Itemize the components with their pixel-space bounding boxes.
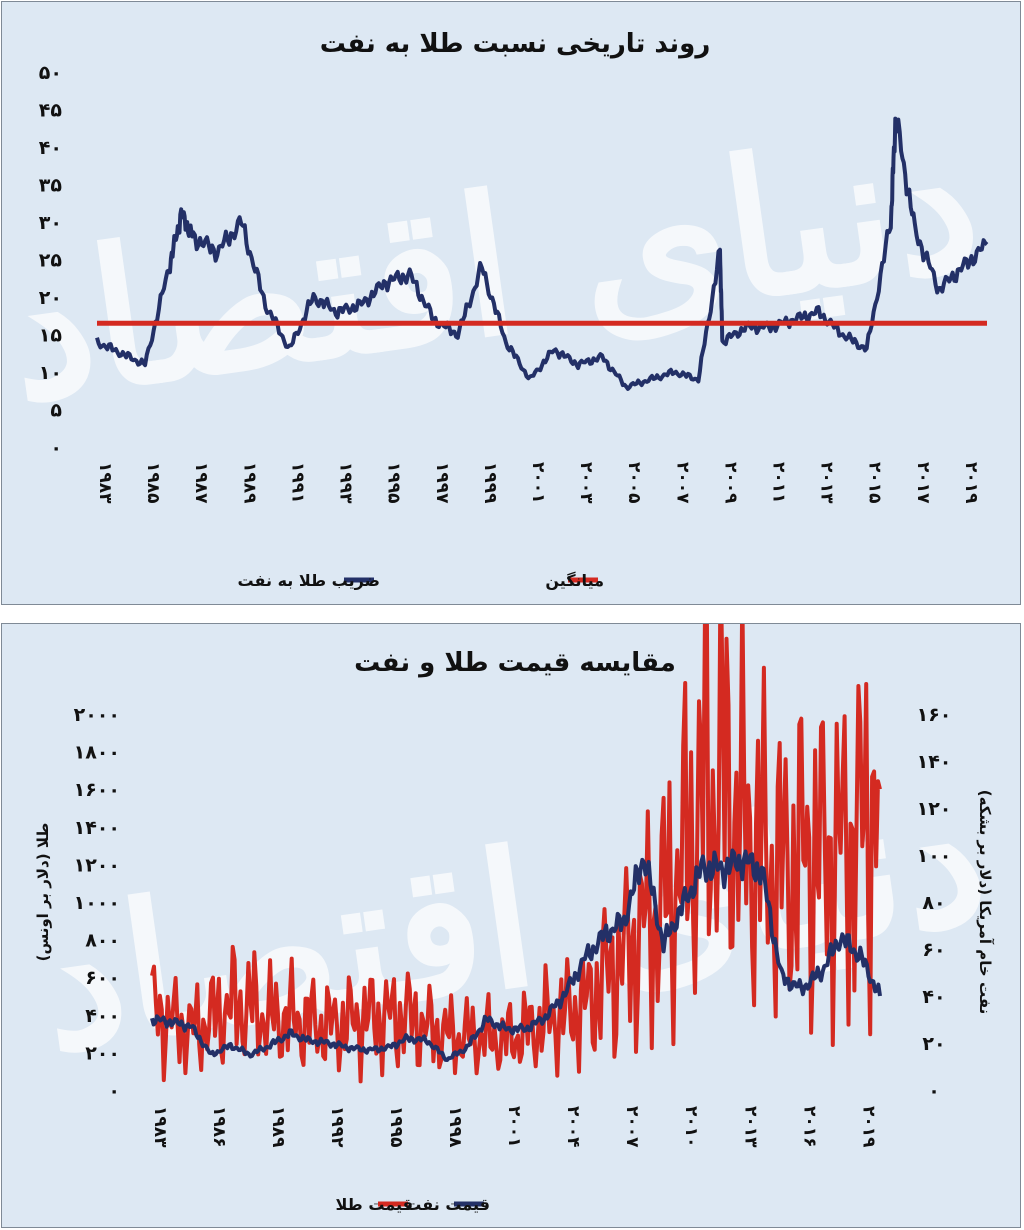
- series-ratio-line: [95, 116, 989, 391]
- x-tick-label: ۱۹۹۲: [327, 1106, 347, 1148]
- right-axis-label: نفت خام آمریکا (دلار بر بشکه): [976, 790, 994, 1015]
- x-axis-ticks: ۱۹۸۳ ۱۹۸۶ ۱۹۸۹ ۱۹۹۲ ۱۹۹۵ ۱۹۹۸ ۲۰۰۱ ۲۰۰۴ ۲۰۰۷ ۲۰۱۰…: [150, 1106, 878, 1148]
- x-tick-label: ۱۹۸۳: [95, 462, 115, 504]
- x-tick-label: ۲۰۰۱: [504, 1106, 524, 1148]
- legend-average-label: میانگین: [545, 571, 604, 590]
- x-tick-label: ۱۹۸۹: [239, 462, 259, 504]
- x-tick-label: ۲۰۰۹: [720, 462, 740, 504]
- x-tick-label: ۲۰۱۶: [799, 1106, 819, 1148]
- y-tick-label: ۳۰: [39, 212, 62, 234]
- legend-gold-label: قیمت طلا: [336, 1195, 413, 1214]
- y-tick-label: ۰: [50, 437, 62, 459]
- y-tick-label: ۴۵: [39, 100, 63, 122]
- x-tick-label: ۱۹۸۳: [150, 1106, 170, 1148]
- gold-vs-oil-price-chart-panel: مقایسه قیمت طلا و نفت دنیای اقتصاد ۰ ۲۰۰ ۴…: [1, 623, 1021, 1228]
- x-tick-label: ۱۹۸۹: [268, 1106, 288, 1148]
- right-y-axis-ticks: ۰ ۲۰ ۴۰ ۶۰ ۸۰ ۱۰۰ ۱۲۰ ۱۴۰ ۱۶۰: [917, 704, 952, 1102]
- gold-oil-ratio-chart: روند تاریخی نسبت طلا به نفت دنیای اقتصاد…: [2, 29, 991, 590]
- x-tick-label: ۲۰۱۳: [740, 1106, 760, 1148]
- y2-tick-label: ۱۶۰: [917, 704, 952, 726]
- x-tick-label: ۲۰۱۷: [913, 462, 933, 504]
- legend-oil-label: قیمت نفت: [405, 1195, 490, 1214]
- x-axis-ticks: ۱۹۸۳ ۱۹۸۵ ۱۹۸۷ ۱۹۸۹ ۱۹۹۱ ۱۹۹۳ ۱۹۹۵ ۱۹۹۷ ۱۹۹۹ ۲۰۰۱…: [95, 462, 981, 504]
- plot-lines: [95, 116, 989, 391]
- x-tick-label: ۲۰۱۰: [681, 1106, 701, 1148]
- x-tick-label: ۱۹۸۷: [191, 462, 211, 504]
- y-tick-label: ۲۰۰۰: [74, 704, 120, 726]
- x-tick-label: ۲۰۱۱: [769, 462, 789, 504]
- x-tick-label: ۲۰۰۴: [563, 1106, 583, 1148]
- y-axis-ticks: ۰ ۵ ۱۰ ۱۵ ۲۰ ۲۵ ۳۰ ۳۵ ۴۰ ۴۵ ۵۰: [39, 62, 63, 459]
- y-tick-label: ۵: [50, 400, 62, 422]
- y-tick-label: ۱۸۰۰: [74, 742, 120, 764]
- y2-tick-label: ۱۴۰: [917, 751, 952, 773]
- chart-title: مقایسه قیمت طلا و نفت: [354, 648, 676, 678]
- watermark-text: دنیای اقتصاد: [2, 88, 991, 445]
- x-tick-label: ۱۹۹۵: [384, 462, 404, 504]
- x-tick-label: ۱۹۹۹: [480, 462, 500, 504]
- y2-tick-label: ۲۰: [922, 1033, 945, 1055]
- y-tick-label: ۱۰۰۰: [74, 892, 120, 914]
- x-tick-label: ۲۰۰۳: [576, 462, 596, 504]
- x-tick-label: ۲۰۰۱: [528, 462, 548, 504]
- y2-tick-label: ۰: [928, 1080, 940, 1102]
- y-tick-label: ۰: [108, 1080, 120, 1102]
- y-tick-label: ۲۰: [39, 287, 62, 309]
- y-tick-label: ۸۰۰: [85, 930, 120, 952]
- y-tick-label: ۲۰۰: [85, 1042, 120, 1064]
- plot-lines: [150, 624, 882, 1084]
- y-tick-label: ۴۰۰: [85, 1005, 120, 1027]
- x-tick-label: ۲۰۰۷: [622, 1106, 642, 1148]
- watermark: دنیای اقتصاد: [2, 88, 991, 445]
- y-tick-label: ۱۴۰۰: [74, 817, 120, 839]
- y-tick-label: ۳۵: [39, 175, 63, 197]
- y-tick-label: ۱۰: [39, 362, 62, 384]
- x-tick-label: ۲۰۱۳: [817, 462, 837, 504]
- x-tick-label: ۱۹۹۵: [386, 1106, 406, 1148]
- y2-tick-label: ۸۰: [922, 892, 945, 914]
- x-tick-label: ۲۰۱۹: [961, 462, 981, 504]
- legend: ضریب طلا به نفت میانگین: [238, 571, 604, 590]
- x-tick-label: ۱۹۸۵: [143, 462, 163, 504]
- legend: قیمت نفت قیمت طلا: [336, 1195, 490, 1214]
- x-tick-label: ۲۰۱۹: [858, 1106, 878, 1148]
- x-tick-label: ۱۹۹۸: [445, 1106, 465, 1148]
- y-tick-label: ۱۶۰۰: [74, 779, 120, 801]
- gold-vs-oil-price-chart: مقایسه قیمت طلا و نفت دنیای اقتصاد ۰۲۰۰۴…: [27, 624, 999, 1214]
- y-tick-label: ۲۵: [39, 250, 63, 272]
- y2-tick-label: ۶۰: [922, 939, 945, 961]
- series-gold-line: [150, 624, 882, 1084]
- series-oil-line: [150, 848, 882, 1062]
- legend-ratio-label: ضریب طلا به نفت: [238, 571, 380, 590]
- x-tick-label: ۱۹۹۳: [336, 462, 356, 504]
- y-tick-label: ۱۵: [39, 325, 63, 347]
- x-tick-label: ۲۰۰۵: [624, 462, 644, 504]
- x-tick-label: ۱۹۹۱: [287, 462, 307, 504]
- y-tick-label: ۵۰: [39, 62, 62, 84]
- x-tick-label: ۲۰۰۷: [672, 462, 692, 504]
- left-y-axis-ticks: ۰ ۲۰۰ ۴۰۰ ۶۰۰ ۸۰۰ ۱۰۰۰ ۱۲۰۰ ۱۴۰۰ ۱۶۰۰ ۱۸۰۰ ۲۰۰۰: [74, 704, 120, 1102]
- y2-tick-label: ۱۰۰: [917, 845, 952, 867]
- left-axis-label: طلا (دلار بر اونس): [34, 823, 52, 962]
- x-tick-label: ۲۰۱۵: [865, 462, 885, 504]
- x-tick-label: ۱۹۹۷: [432, 462, 452, 504]
- y-tick-label: ۴۰: [39, 137, 62, 159]
- chart-title: روند تاریخی نسبت طلا به نفت: [320, 29, 711, 59]
- y-tick-label: ۱۲۰۰: [74, 854, 120, 876]
- x-tick-label: ۱۹۸۶: [209, 1106, 229, 1148]
- y-tick-label: ۶۰۰: [85, 967, 120, 989]
- y2-tick-label: ۴۰: [922, 986, 945, 1008]
- y2-tick-label: ۱۲۰: [917, 798, 952, 820]
- gold-oil-ratio-chart-panel: روند تاریخی نسبت طلا به نفت دنیای اقتصاد…: [1, 1, 1021, 605]
